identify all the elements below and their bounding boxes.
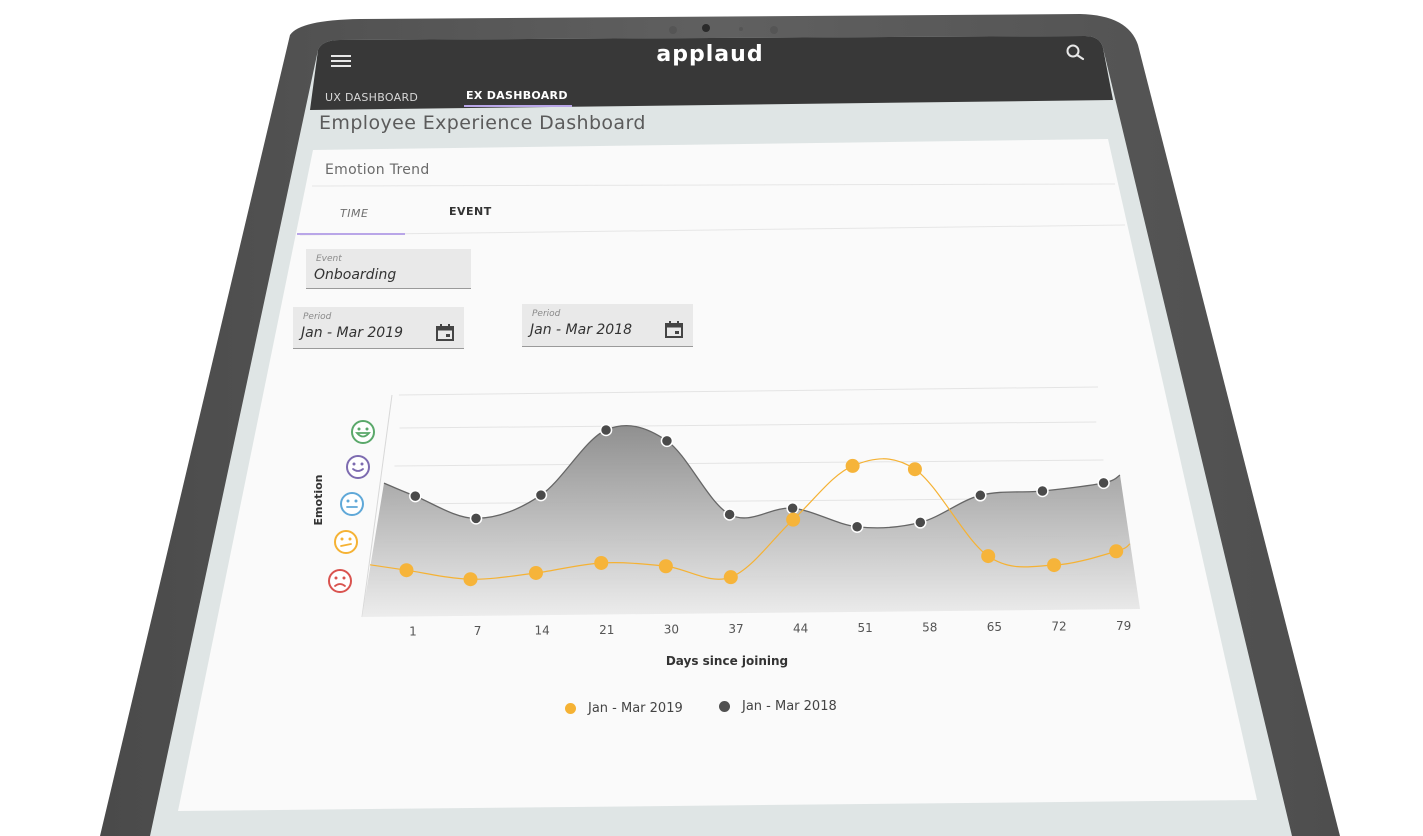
brand-logo: applaud: [656, 42, 764, 67]
hamburger-menu-icon[interactable]: [331, 55, 351, 69]
calendar-icon[interactable]: [665, 321, 683, 338]
legend-label: Jan - Mar 2019: [588, 701, 683, 716]
period-field-label: Period: [532, 309, 561, 319]
camera-sensors: [669, 24, 778, 34]
legend-item-2018[interactable]: Jan - Mar 2018: [719, 699, 837, 714]
inner-tab-indicator: [297, 233, 405, 235]
search-icon[interactable]: [1064, 42, 1086, 64]
period-field-label: Period: [303, 312, 332, 322]
active-tab-indicator: [464, 105, 572, 107]
period-field-value: Jan - Mar 2018: [530, 322, 633, 338]
tab-event[interactable]: EVENT: [449, 205, 492, 218]
period-picker-2018[interactable]: Period Jan - Mar 2018: [522, 304, 693, 347]
tab-ux-dashboard[interactable]: UX DASHBOARD: [325, 91, 419, 104]
card-title: Emotion Trend: [325, 162, 430, 178]
calendar-icon[interactable]: [436, 324, 454, 341]
period-picker-2019[interactable]: Period Jan - Mar 2019: [293, 307, 464, 349]
event-field-label: Event: [316, 254, 342, 264]
app-header: applaud UX DASHBOARD EX DASHBOARD: [0, 0, 1423, 110]
legend-item-2019[interactable]: Jan - Mar 2019: [565, 701, 683, 716]
tab-time[interactable]: TIME: [340, 207, 369, 220]
period-field-value: Jan - Mar 2019: [301, 325, 404, 341]
legend-label: Jan - Mar 2018: [742, 699, 837, 714]
legend-swatch: [565, 703, 576, 714]
page-title: Employee Experience Dashboard: [319, 112, 646, 134]
legend-swatch: [719, 701, 730, 712]
tab-ex-dashboard[interactable]: EX DASHBOARD: [466, 89, 568, 102]
event-field-value: Onboarding: [314, 267, 397, 283]
event-select[interactable]: Event Onboarding: [306, 249, 471, 289]
